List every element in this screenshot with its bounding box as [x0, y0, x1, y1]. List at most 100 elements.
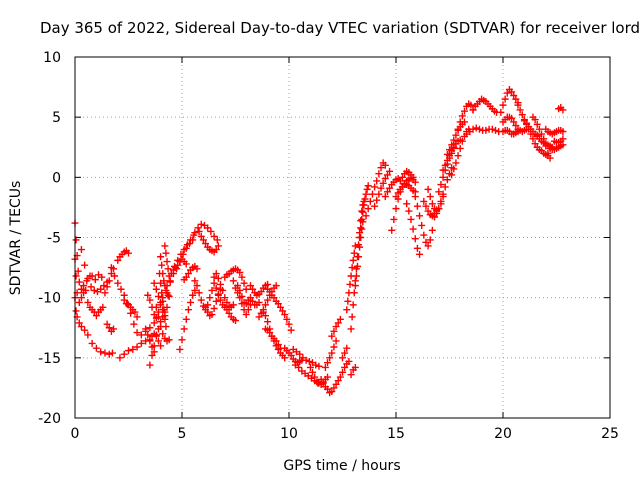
plus-marker: [437, 181, 445, 189]
plus-marker: [159, 297, 167, 305]
plus-marker: [328, 332, 336, 340]
series-s83: [555, 104, 567, 114]
plus-marker: [92, 344, 100, 352]
plus-marker: [346, 280, 354, 288]
plus-marker: [467, 101, 475, 109]
plus-marker: [452, 159, 460, 167]
plus-marker: [398, 173, 406, 181]
plus-marker: [116, 354, 124, 362]
series-s61: [403, 200, 424, 258]
plus-marker: [334, 319, 342, 327]
plus-marker: [281, 354, 289, 362]
plus-marker: [373, 177, 381, 185]
series-s72: [469, 95, 501, 116]
plus-marker: [366, 197, 374, 205]
plus-marker: [326, 354, 334, 362]
x-tick-label: 5: [178, 426, 187, 442]
plus-marker: [403, 200, 411, 208]
plus-marker: [171, 262, 179, 270]
plus-marker: [383, 171, 391, 179]
plus-marker: [386, 184, 394, 192]
series-s05: [84, 298, 107, 320]
plus-marker: [475, 125, 483, 133]
plus-marker: [358, 215, 366, 223]
plus-marker: [426, 193, 434, 201]
plus-marker: [197, 296, 205, 304]
plus-marker: [345, 289, 353, 297]
plus-marker: [559, 135, 567, 143]
plus-marker: [343, 344, 351, 352]
plus-marker: [381, 193, 389, 201]
plus-marker: [160, 306, 168, 314]
plus-marker: [525, 125, 533, 133]
series-s40: [264, 285, 295, 334]
series-s41: [281, 344, 306, 367]
plus-marker: [358, 207, 366, 215]
plus-marker: [375, 170, 383, 178]
plus-marker: [448, 171, 456, 179]
plus-marker: [311, 373, 319, 381]
plus-marker: [150, 311, 158, 319]
plus-marker: [508, 114, 516, 122]
plus-marker: [100, 282, 108, 290]
series-s42: [289, 345, 323, 370]
series-s59: [392, 181, 419, 201]
series-s26: [180, 262, 201, 284]
plus-marker: [240, 279, 248, 287]
series-s78: [529, 113, 554, 162]
series-s34: [229, 277, 254, 319]
plus-marker: [454, 125, 462, 133]
plus-marker: [249, 285, 257, 293]
plus-marker: [458, 112, 466, 120]
plus-marker: [154, 292, 162, 300]
plus-marker: [411, 178, 419, 186]
plus-marker: [81, 326, 89, 334]
plus-marker: [257, 288, 265, 296]
plus-marker: [133, 329, 141, 337]
plus-marker: [452, 131, 460, 139]
plus-marker: [279, 307, 287, 315]
plus-marker: [204, 308, 212, 316]
plus-marker: [225, 309, 233, 317]
plus-marker: [390, 215, 398, 223]
plus-marker: [287, 351, 295, 359]
plus-marker: [77, 246, 85, 254]
plus-marker: [103, 283, 111, 291]
plus-marker: [363, 185, 371, 193]
plus-marker: [125, 347, 132, 355]
plus-marker: [161, 242, 169, 250]
plus-marker: [343, 306, 351, 314]
plus-marker: [272, 337, 280, 345]
plus-marker: [75, 278, 83, 286]
plus-marker: [458, 137, 466, 145]
plus-marker: [127, 309, 135, 317]
plus-marker: [242, 311, 250, 319]
plus-marker: [217, 296, 225, 304]
plus-marker: [510, 118, 518, 126]
plus-marker: [328, 388, 336, 396]
plus-marker: [182, 273, 190, 281]
plus-marker: [347, 325, 355, 333]
plus-marker: [174, 261, 182, 269]
series-s82: [550, 135, 567, 146]
plus-marker: [195, 227, 203, 235]
plus-marker: [371, 202, 379, 210]
plus-marker: [137, 331, 145, 339]
plus-marker: [191, 229, 199, 237]
plus-marker: [131, 308, 139, 316]
plus-marker: [92, 312, 100, 320]
plus-marker: [107, 264, 115, 272]
plus-marker: [266, 329, 274, 337]
plus-marker: [204, 224, 212, 232]
plus-marker: [232, 317, 239, 325]
series-s25: [176, 286, 199, 353]
plus-marker: [177, 250, 185, 258]
plus-marker: [81, 261, 89, 269]
plus-marker: [72, 236, 80, 244]
plus-marker: [146, 296, 154, 304]
plus-marker: [362, 190, 370, 198]
plus-marker: [88, 339, 96, 347]
plus-marker: [212, 297, 220, 305]
series-s39: [261, 325, 284, 352]
